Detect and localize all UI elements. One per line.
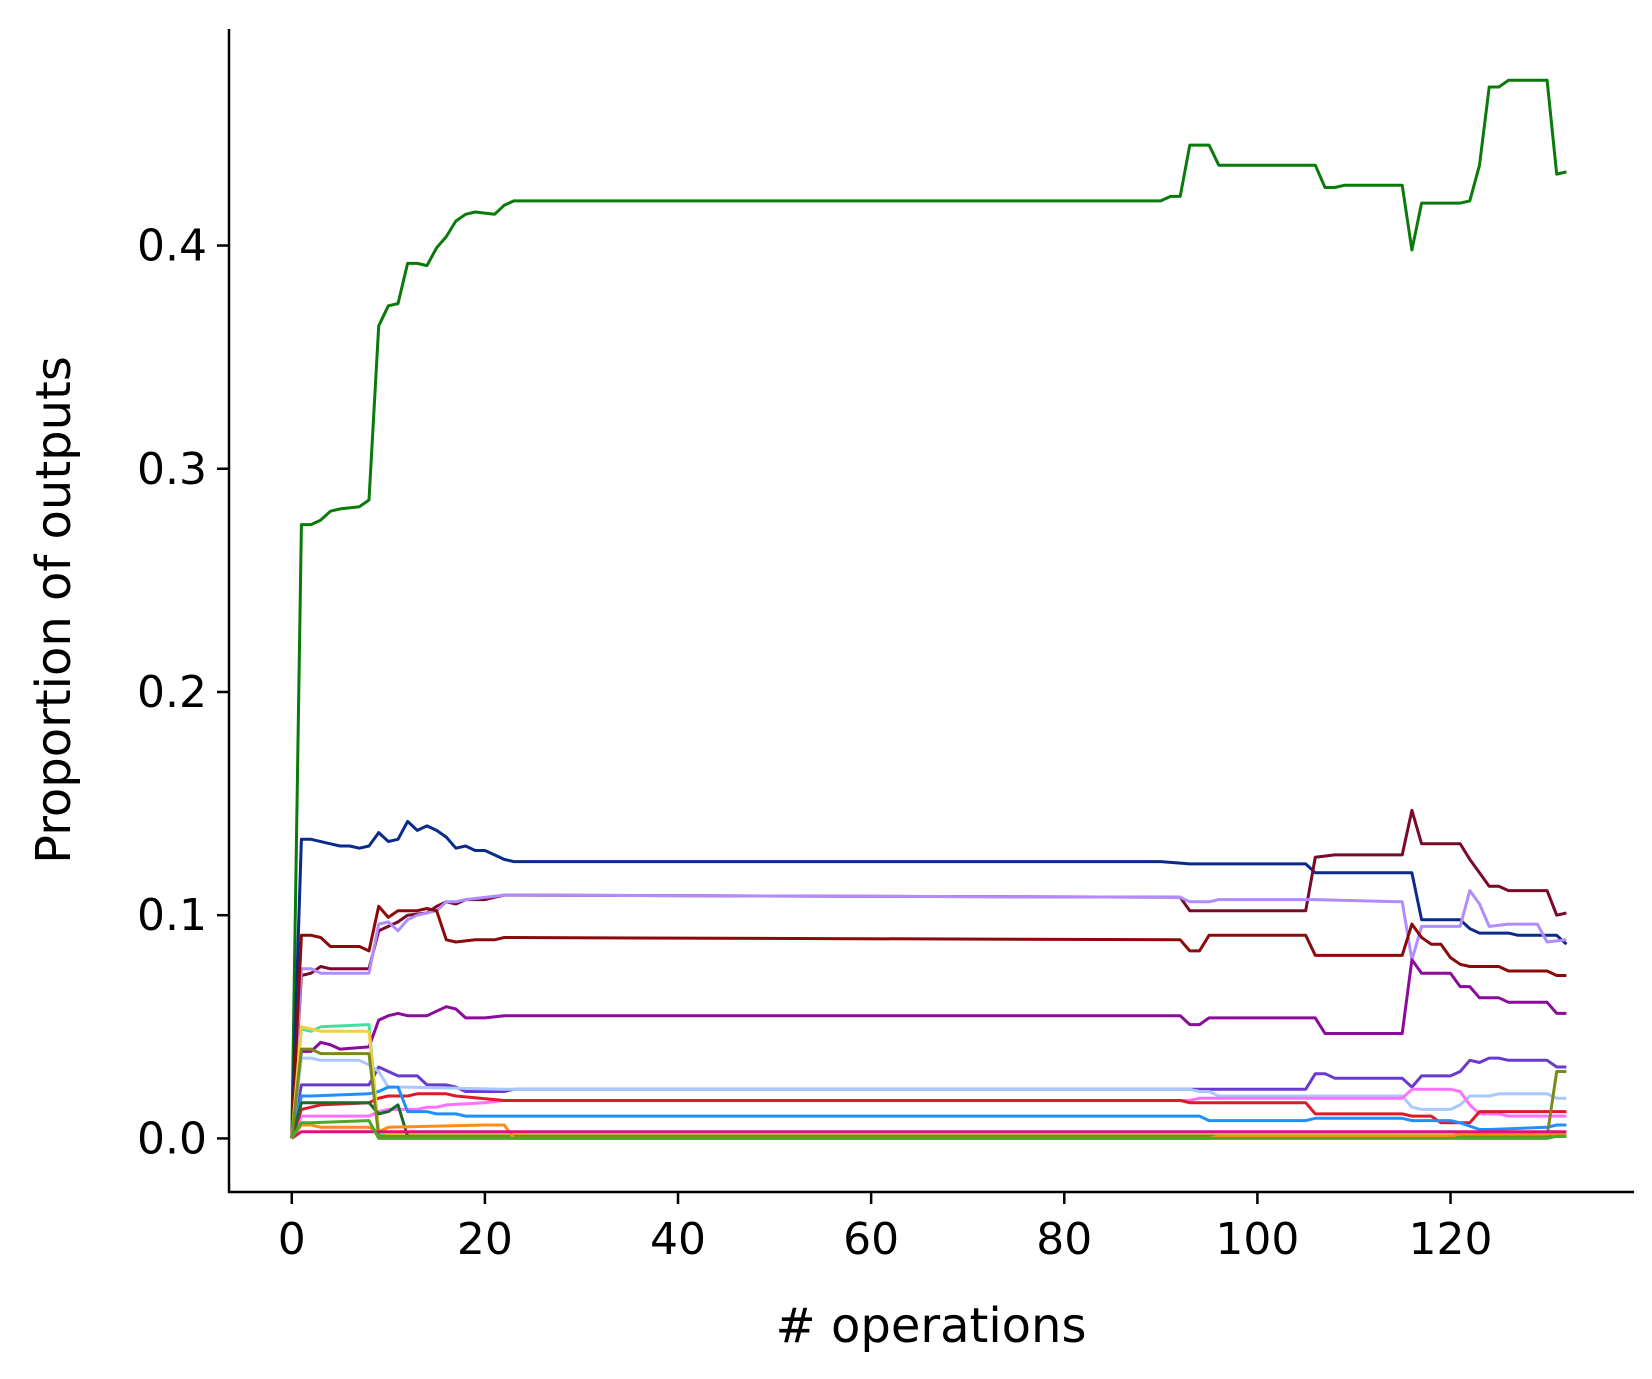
y-axis-label: Proportion of outputs [26,356,82,864]
series-line-5 [290,904,1567,1139]
x-axis-label: # operations [776,1298,1087,1354]
series-line-15 [290,1047,1567,1139]
series-line-11 [290,1085,1567,1139]
x-tick-label: 40 [650,1214,706,1265]
series-line-17 [290,1130,1567,1140]
x-tick-label: 100 [1215,1214,1299,1265]
x-tick-label: 60 [843,1214,899,1265]
x-tick-label: 20 [457,1214,513,1265]
x-axis-ticks: 0 20 40 60 80 100 120 [278,1192,1493,1265]
series-line-13 [290,1025,1567,1139]
series-line-16 [290,1123,1567,1140]
y-axis-ticks: 0.0 0.1 0.2 0.3 0.4 [137,221,229,1164]
plot-area [290,78,1568,1140]
x-tick-label: 0 [278,1214,306,1265]
y-tick-label: 0.1 [137,890,207,941]
series-line-12 [290,1023,1567,1139]
y-tick-label: 0.3 [137,444,207,495]
y-tick-label: 0.4 [137,221,207,272]
series-line-18 [290,1119,1567,1140]
series-line-1 [290,78,1567,1139]
x-tick-label: 80 [1036,1214,1092,1265]
y-tick-label: 0.2 [137,667,207,718]
x-tick-label: 120 [1409,1214,1493,1265]
series-line-6 [290,958,1567,1139]
series-line-7 [290,1056,1567,1139]
y-tick-label: 0.0 [137,1113,207,1164]
series-line-4 [290,889,1567,1139]
series-line-8 [290,1056,1567,1139]
